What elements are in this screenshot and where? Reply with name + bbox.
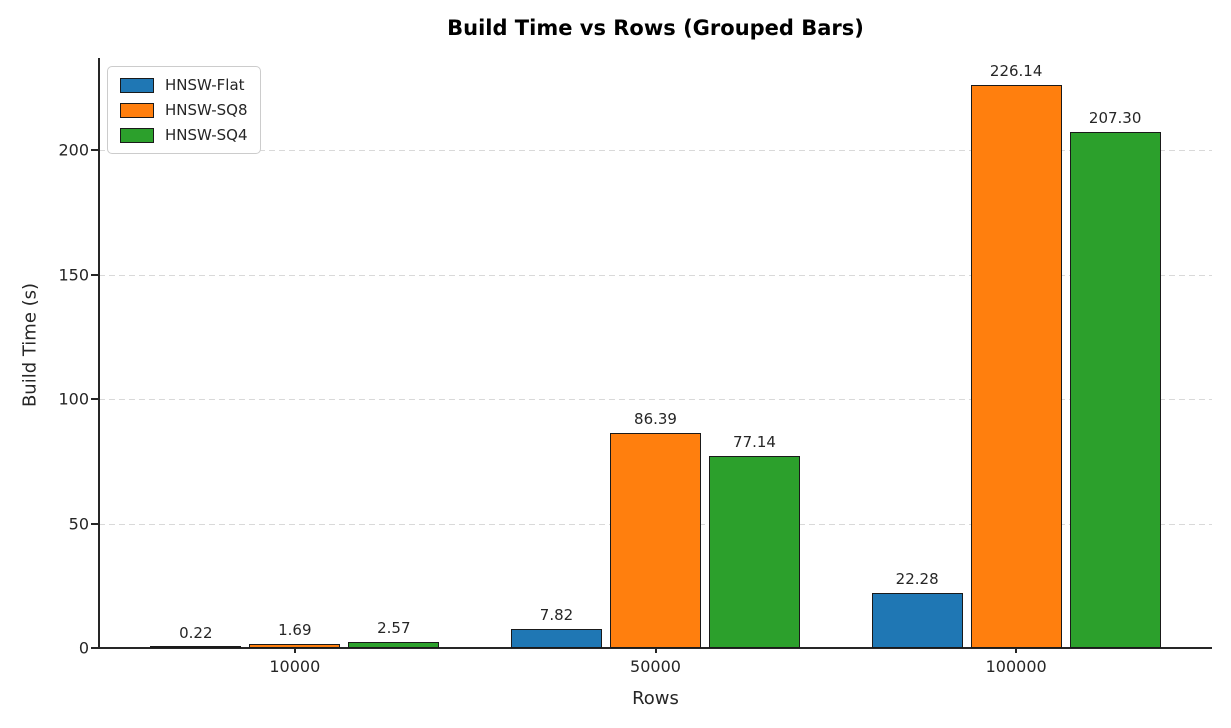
bar-value-label: 22.28	[895, 569, 939, 588]
y-tick-label: 50	[68, 514, 89, 534]
bar-hnsw-sq4-10000	[348, 641, 440, 648]
y-tick-label: 100	[58, 389, 89, 409]
legend-swatch-icon	[120, 77, 154, 93]
legend-label: HNSW-SQ8	[165, 101, 248, 119]
bar-hnsw-sq4-100000	[1069, 131, 1161, 648]
gridline	[99, 150, 1212, 152]
legend-item-hnsw-sq4: HNSW-SQ4	[120, 126, 248, 144]
legend-label: HNSW-Flat	[165, 76, 245, 94]
legend-swatch-icon	[120, 102, 154, 118]
plot-area: 0.22 7.82 22.28 1.69 86.39 226.14 2.57 77.14 207…	[58, 58, 1212, 676]
y-tick	[91, 273, 98, 276]
y-tick-label: 0	[78, 638, 89, 658]
bar-hnsw-sq8-100000	[970, 85, 1062, 648]
y-axis-spine	[98, 58, 100, 648]
x-tick	[654, 648, 657, 653]
y-tick	[91, 522, 98, 525]
x-tick-label: 10000	[269, 657, 321, 676]
y-tick-label: 150	[58, 265, 89, 285]
x-tick	[1015, 648, 1018, 653]
bar-value-label: 77.14	[733, 432, 776, 451]
chart-title: Build Time vs Rows (Grouped Bars)	[447, 16, 864, 40]
x-tick-label: 50000	[630, 657, 681, 676]
y-tick	[91, 149, 98, 152]
bar-value-label: 1.69	[278, 620, 312, 639]
bar-value-label: 86.39	[634, 409, 677, 428]
bar-value-label: 226.14	[989, 62, 1043, 81]
bar-hnsw-sq4-50000	[709, 455, 800, 648]
x-tick-label: 100000	[985, 657, 1047, 676]
bar-hnsw-sq8-10000	[249, 643, 341, 648]
bar-hnsw-sq8-50000	[610, 432, 701, 648]
legend: HNSW-Flat HNSW-SQ8 HNSW-SQ4	[107, 66, 261, 154]
legend-label: HNSW-SQ4	[165, 126, 248, 144]
bar-hnsw-flat-10000	[150, 646, 242, 648]
bar-hnsw-flat-100000	[871, 592, 963, 648]
bar-value-label: 0.22	[179, 624, 213, 643]
legend-item-hnsw-sq8: HNSW-SQ8	[120, 101, 248, 119]
legend-item-hnsw-flat: HNSW-Flat	[120, 76, 248, 94]
bar-hnsw-flat-50000	[511, 628, 602, 648]
gridline	[99, 274, 1212, 276]
y-axis-label: Build Time (s)	[19, 282, 41, 408]
x-tick	[293, 648, 296, 653]
bar-value-label: 7.82	[539, 605, 574, 624]
y-tick-label: 200	[58, 140, 89, 160]
y-tick	[91, 647, 98, 649]
x-axis-label: Rows	[632, 688, 679, 709]
y-tick	[91, 398, 98, 401]
bar-value-label: 207.30	[1088, 108, 1142, 127]
bar-value-label: 2.57	[377, 618, 411, 637]
gridline	[99, 399, 1212, 401]
legend-swatch-icon	[120, 127, 154, 143]
